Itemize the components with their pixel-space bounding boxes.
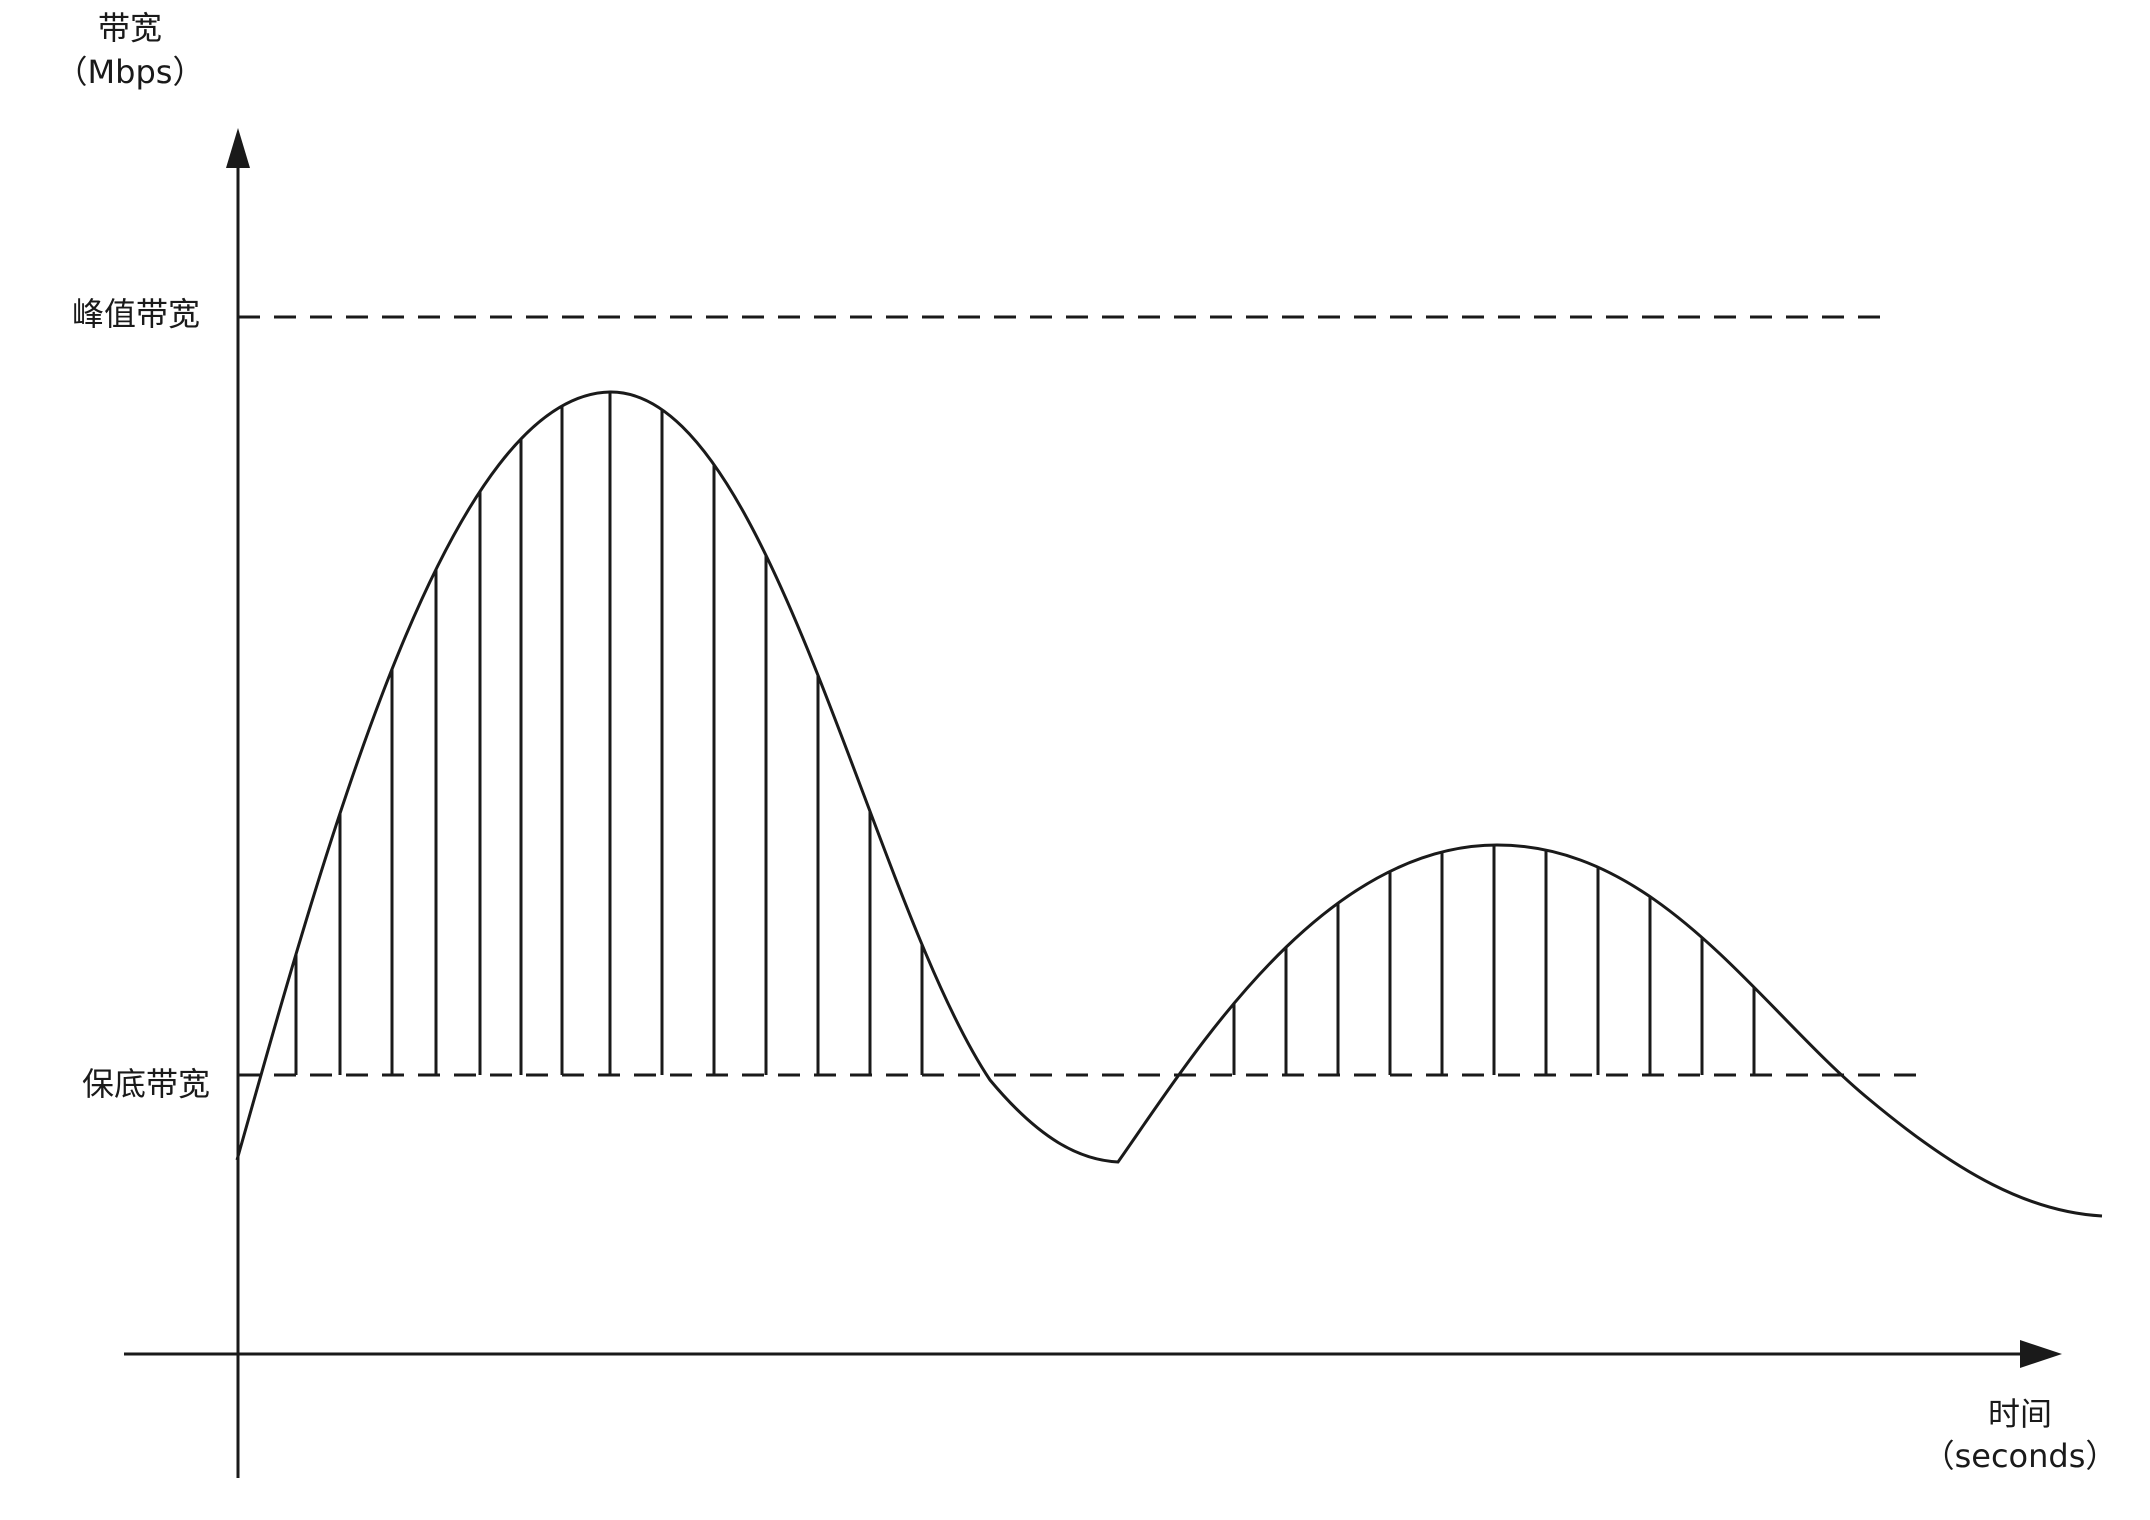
x-axis-arrow xyxy=(2020,1340,2062,1368)
y-axis-arrow xyxy=(226,128,250,168)
y-axis-unit: （Mbps） xyxy=(55,53,205,91)
x-axis-unit: （seconds） xyxy=(1922,1437,2118,1475)
floor-bandwidth-label: 保底带宽 xyxy=(81,1065,210,1103)
x-axis-title: 时间 xyxy=(1987,1395,2052,1433)
peak-bandwidth-label: 峰值带宽 xyxy=(71,295,200,333)
burst-hatch-group xyxy=(294,392,1756,1075)
bandwidth-curve xyxy=(235,390,2103,1218)
y-axis-title: 带宽 xyxy=(97,9,162,47)
